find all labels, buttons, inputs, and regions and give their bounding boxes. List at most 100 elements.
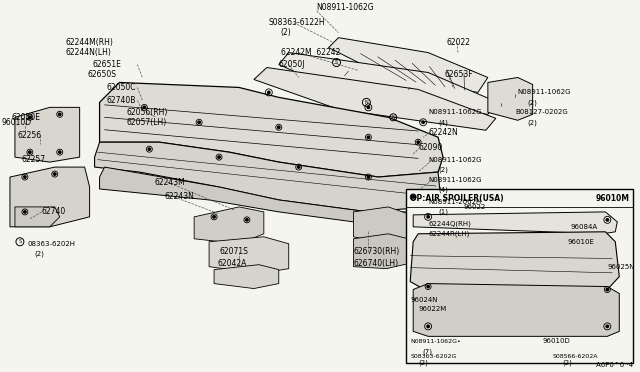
Circle shape	[427, 216, 429, 218]
Text: 62242M  62242: 62242M 62242	[281, 48, 340, 57]
Text: N08911-1062G: N08911-1062G	[428, 109, 482, 115]
Text: S08363-6122H: S08363-6122H	[269, 18, 326, 27]
Circle shape	[54, 173, 56, 175]
Circle shape	[427, 325, 429, 328]
Text: 62057(LH): 62057(LH)	[127, 118, 166, 127]
Polygon shape	[428, 212, 453, 267]
Text: N08911-1062G•: N08911-1062G•	[410, 339, 461, 344]
Text: 62042A: 62042A	[217, 259, 246, 268]
Text: N08911-1062G: N08911-1062G	[518, 89, 572, 95]
Text: S: S	[19, 239, 22, 244]
Text: 62651E: 62651E	[93, 60, 122, 69]
Text: 62050J: 62050J	[279, 60, 305, 69]
Circle shape	[198, 121, 200, 124]
Circle shape	[213, 216, 215, 218]
Text: N08911-1062G: N08911-1062G	[317, 3, 374, 12]
Text: (2): (2)	[418, 360, 428, 366]
Text: (1): (1)	[438, 209, 448, 215]
Circle shape	[367, 176, 369, 178]
Text: (4): (4)	[438, 119, 448, 125]
Circle shape	[143, 106, 145, 109]
Text: 96022M: 96022M	[418, 307, 447, 312]
Polygon shape	[15, 108, 79, 162]
Text: S08566-6202A: S08566-6202A	[552, 354, 598, 359]
Polygon shape	[413, 283, 620, 336]
Text: (2): (2)	[528, 119, 538, 125]
Text: 96022: 96022	[464, 204, 486, 210]
Text: S08363-6202G: S08363-6202G	[410, 354, 456, 359]
Text: (2): (2)	[563, 360, 572, 366]
Polygon shape	[254, 68, 496, 130]
Polygon shape	[328, 38, 488, 92]
Circle shape	[246, 219, 248, 221]
Circle shape	[29, 151, 31, 153]
Text: (2): (2)	[528, 99, 538, 106]
Text: B08127-0202G: B08127-0202G	[516, 109, 568, 115]
Polygon shape	[413, 212, 618, 234]
Circle shape	[24, 176, 26, 178]
Polygon shape	[209, 237, 289, 274]
Text: OP:AIR SPOILER(USA): OP:AIR SPOILER(USA)	[410, 195, 504, 203]
Polygon shape	[95, 142, 440, 212]
Circle shape	[367, 136, 369, 138]
Bar	[406, 189, 633, 363]
Text: 96010D: 96010D	[2, 118, 32, 127]
Text: 62257: 62257	[22, 155, 46, 164]
Text: (2): (2)	[281, 28, 291, 37]
Polygon shape	[15, 207, 60, 227]
Circle shape	[606, 325, 609, 328]
Text: 96024N: 96024N	[410, 296, 438, 302]
Circle shape	[412, 196, 414, 198]
Text: 62650S: 62650S	[88, 70, 116, 79]
Text: 96025N: 96025N	[607, 264, 635, 270]
Circle shape	[439, 253, 441, 255]
Text: (7): (7)	[422, 348, 432, 355]
Circle shape	[606, 219, 609, 221]
Text: 96010M: 96010M	[595, 195, 629, 203]
Text: (2): (2)	[35, 250, 45, 257]
Circle shape	[58, 113, 61, 116]
Polygon shape	[353, 234, 408, 269]
Text: 62022: 62022	[446, 38, 470, 47]
Polygon shape	[488, 77, 532, 120]
Text: 626740(LH): 626740(LH)	[353, 259, 399, 268]
Text: 62071S: 62071S	[219, 247, 248, 256]
Polygon shape	[10, 167, 90, 227]
Circle shape	[278, 126, 280, 128]
Text: 62653F: 62653F	[444, 70, 473, 79]
Text: N08911-2062H: N08911-2062H	[428, 199, 481, 205]
Text: N: N	[392, 115, 395, 120]
Text: 62256: 62256	[18, 131, 42, 140]
Text: N: N	[365, 100, 368, 105]
Text: 62090: 62090	[418, 143, 442, 152]
Text: 62244M(RH): 62244M(RH)	[66, 38, 113, 47]
Text: N08911-1062G: N08911-1062G	[428, 157, 482, 163]
Text: S: S	[335, 60, 338, 65]
Polygon shape	[353, 207, 408, 244]
Text: 62243M: 62243M	[154, 177, 185, 186]
Polygon shape	[100, 167, 433, 224]
Polygon shape	[214, 264, 279, 289]
Text: 62244R(LH): 62244R(LH)	[428, 231, 470, 237]
Polygon shape	[194, 207, 264, 244]
Text: 62740B: 62740B	[106, 96, 136, 105]
Circle shape	[606, 288, 609, 291]
Text: 96010D: 96010D	[543, 338, 570, 344]
Circle shape	[427, 285, 429, 288]
Text: 96084A: 96084A	[570, 224, 597, 230]
Circle shape	[58, 151, 61, 153]
Circle shape	[439, 222, 441, 225]
Circle shape	[218, 156, 220, 158]
Text: 62056(RH): 62056(RH)	[127, 108, 168, 117]
Text: A6P0^0 ·4: A6P0^0 ·4	[596, 362, 633, 368]
Text: 96010E: 96010E	[568, 239, 595, 245]
Text: 62242N: 62242N	[428, 128, 458, 137]
Circle shape	[148, 148, 150, 150]
Text: 08363-6202H: 08363-6202H	[28, 241, 76, 247]
Text: 626730(RH): 626730(RH)	[353, 247, 400, 256]
Circle shape	[298, 166, 300, 168]
Circle shape	[417, 141, 419, 143]
Polygon shape	[100, 83, 443, 177]
Circle shape	[367, 106, 369, 109]
Text: (2): (2)	[438, 167, 448, 173]
